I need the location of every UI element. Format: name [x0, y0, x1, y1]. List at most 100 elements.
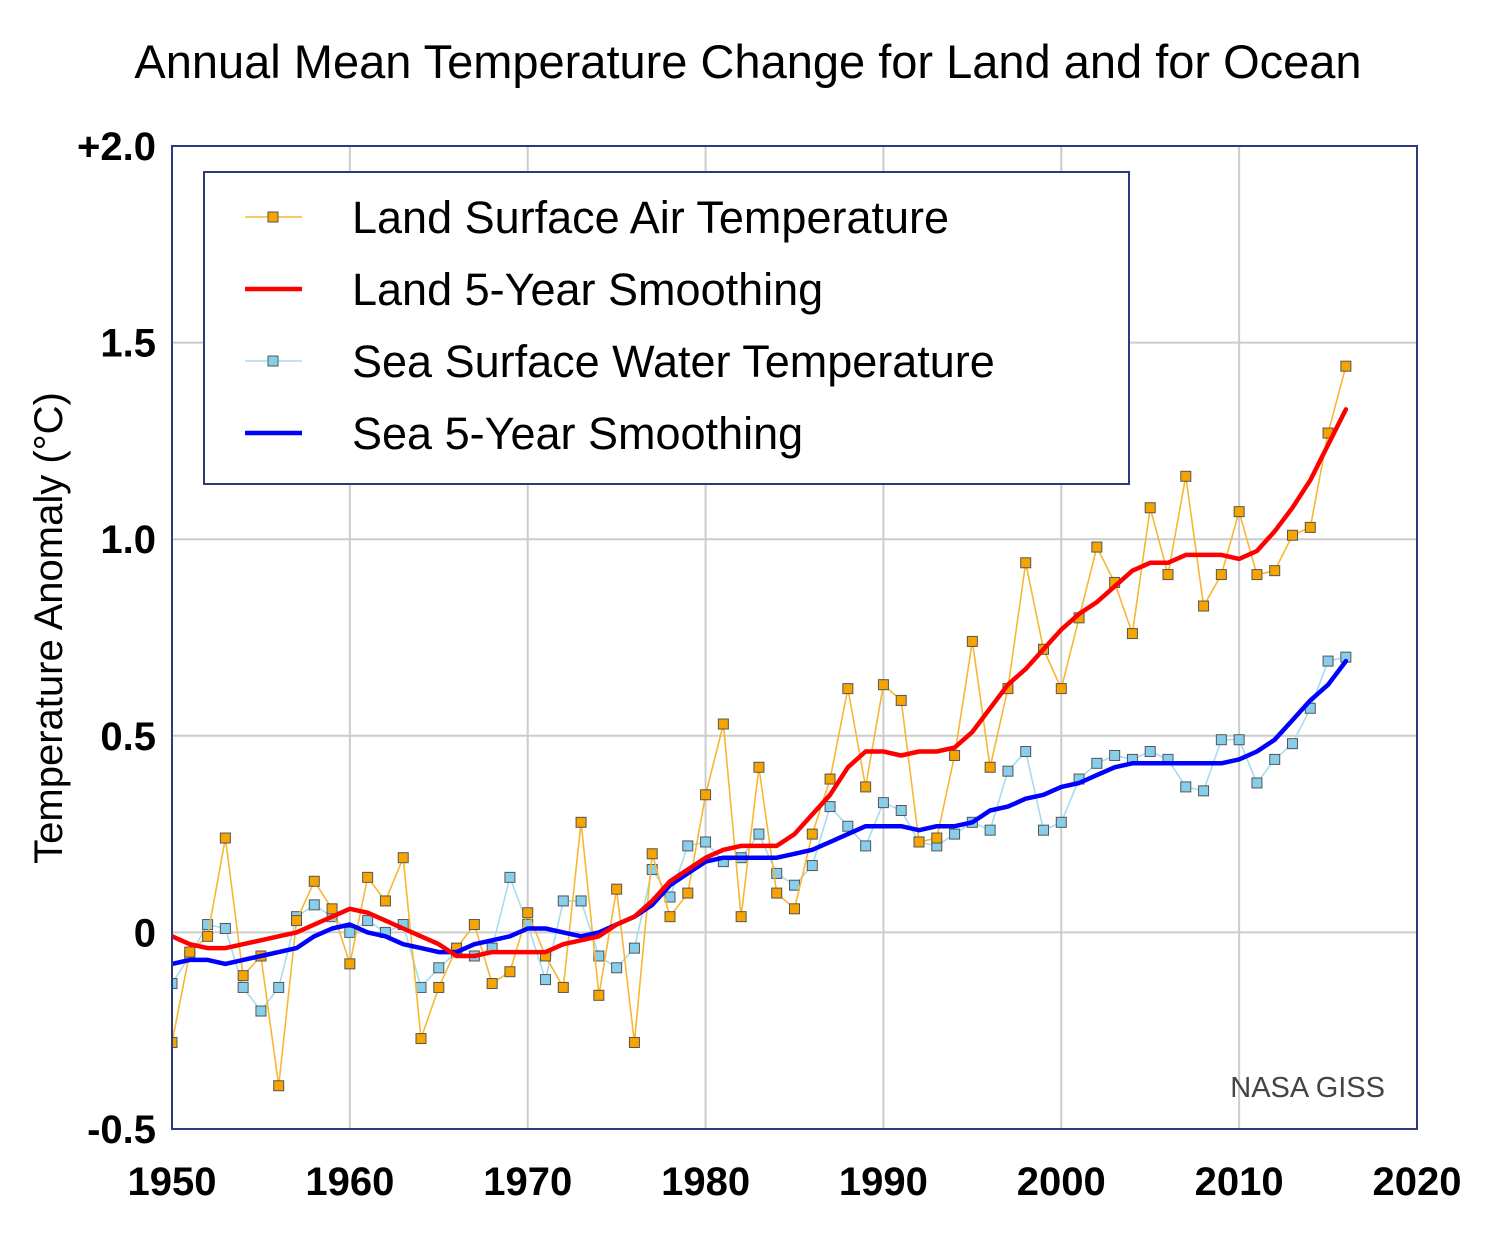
- data-point: [1055, 683, 1067, 695]
- data-point: [842, 820, 854, 832]
- data-point: [433, 962, 445, 974]
- data-point: [1198, 785, 1210, 797]
- data-point: [1109, 749, 1121, 761]
- legend-marker: [267, 211, 279, 223]
- series-land-5-year-smoothing: [172, 407, 1349, 959]
- x-tick-label: 2000: [1017, 1160, 1106, 1204]
- data-point: [575, 895, 587, 907]
- data-point: [860, 781, 872, 793]
- data-point: [824, 773, 836, 785]
- data-point: [966, 635, 978, 647]
- data-point: [1002, 765, 1014, 777]
- chart-title: Annual Mean Temperature Change for Land …: [134, 35, 1361, 88]
- data-point: [362, 915, 374, 927]
- data-point: [237, 981, 249, 993]
- data-point: [984, 761, 996, 773]
- data-point: [1198, 600, 1210, 612]
- legend: Land Surface Air Temperature Land 5-Year …: [203, 171, 1130, 485]
- x-tick-label: 1980: [661, 1160, 750, 1204]
- data-point: [628, 942, 640, 954]
- data-point: [1091, 541, 1103, 553]
- x-tick-label: 1960: [305, 1160, 394, 1204]
- data-point: [522, 907, 534, 919]
- data-point: [237, 970, 249, 982]
- data-point: [557, 895, 569, 907]
- x-tick-label: 2010: [1195, 1160, 1284, 1204]
- data-point: [273, 1080, 285, 1092]
- data-point: [1215, 734, 1227, 746]
- data-point: [789, 879, 800, 891]
- data-point: [771, 867, 783, 879]
- data-point: [1144, 502, 1156, 514]
- x-tick-label: 1970: [483, 1160, 572, 1204]
- y-tick-label: +2.0: [77, 125, 156, 169]
- y-tick-label: 1.5: [100, 322, 156, 366]
- data-point: [1162, 569, 1174, 581]
- data-point: [646, 848, 658, 860]
- data-point: [172, 1036, 178, 1048]
- data-point: [344, 958, 356, 970]
- x-tick-label: 1990: [839, 1160, 928, 1204]
- data-point: [433, 981, 445, 993]
- data-point: [664, 911, 676, 923]
- data-point: [860, 840, 872, 852]
- data-point: [1322, 655, 1334, 667]
- data-point: [255, 1005, 267, 1017]
- tick-labels: 1950 1960 1970 1980 1990 2000 2010 2020 -0.5 0 0.5…: [77, 125, 1461, 1204]
- data-point: [593, 950, 605, 962]
- legend-label: Sea 5-Year Smoothing: [352, 408, 803, 459]
- data-point: [700, 789, 712, 801]
- x-tick-label: 2020: [1373, 1160, 1462, 1204]
- data-point: [806, 860, 818, 872]
- data-point: [1091, 757, 1103, 769]
- data-point: [913, 836, 925, 848]
- data-point: [1144, 746, 1156, 758]
- data-point: [824, 801, 836, 813]
- data-point: [1233, 506, 1245, 518]
- data-point: [326, 903, 338, 915]
- data-point: [379, 895, 391, 907]
- data-point: [753, 828, 765, 840]
- data-point: [789, 903, 800, 915]
- data-point: [575, 816, 587, 828]
- data-point: [468, 919, 480, 931]
- data-point: [291, 915, 302, 927]
- data-point: [1287, 738, 1298, 750]
- data-point: [557, 981, 569, 993]
- data-point: [664, 891, 676, 903]
- data-point: [184, 946, 196, 958]
- series-line: [172, 407, 1349, 959]
- data-point: [486, 978, 498, 990]
- data-point: [931, 832, 943, 844]
- legend-marker: [267, 355, 279, 367]
- data-point: [700, 836, 712, 848]
- data-point: [1340, 360, 1352, 372]
- legend-label: Land 5-Year Smoothing: [352, 264, 823, 315]
- data-point: [202, 930, 214, 942]
- data-point: [842, 683, 854, 695]
- y-tick-label: -0.5: [87, 1108, 156, 1152]
- data-point: [219, 832, 231, 844]
- plot-frame: [171, 145, 1418, 1130]
- data-point: [397, 852, 409, 864]
- data-point: [504, 966, 516, 978]
- data-point: [682, 887, 694, 899]
- data-point: [735, 911, 747, 923]
- series-layer: [172, 360, 1352, 1092]
- y-tick-label: 0.5: [100, 715, 156, 759]
- y-axis-label: Temperature Anomaly (°C): [27, 392, 71, 864]
- data-point: [806, 828, 818, 840]
- data-point: [504, 871, 516, 883]
- data-point: [1126, 628, 1138, 640]
- data-point: [308, 899, 320, 911]
- data-point: [172, 978, 178, 990]
- data-point: [717, 718, 729, 730]
- data-point: [984, 824, 996, 836]
- data-point: [877, 679, 889, 691]
- data-point: [1020, 746, 1032, 758]
- data-point: [771, 887, 783, 899]
- series-land-surface-air-temperature: [172, 360, 1352, 1092]
- data-point: [1020, 557, 1032, 569]
- y-tick-label: 1.0: [100, 518, 156, 562]
